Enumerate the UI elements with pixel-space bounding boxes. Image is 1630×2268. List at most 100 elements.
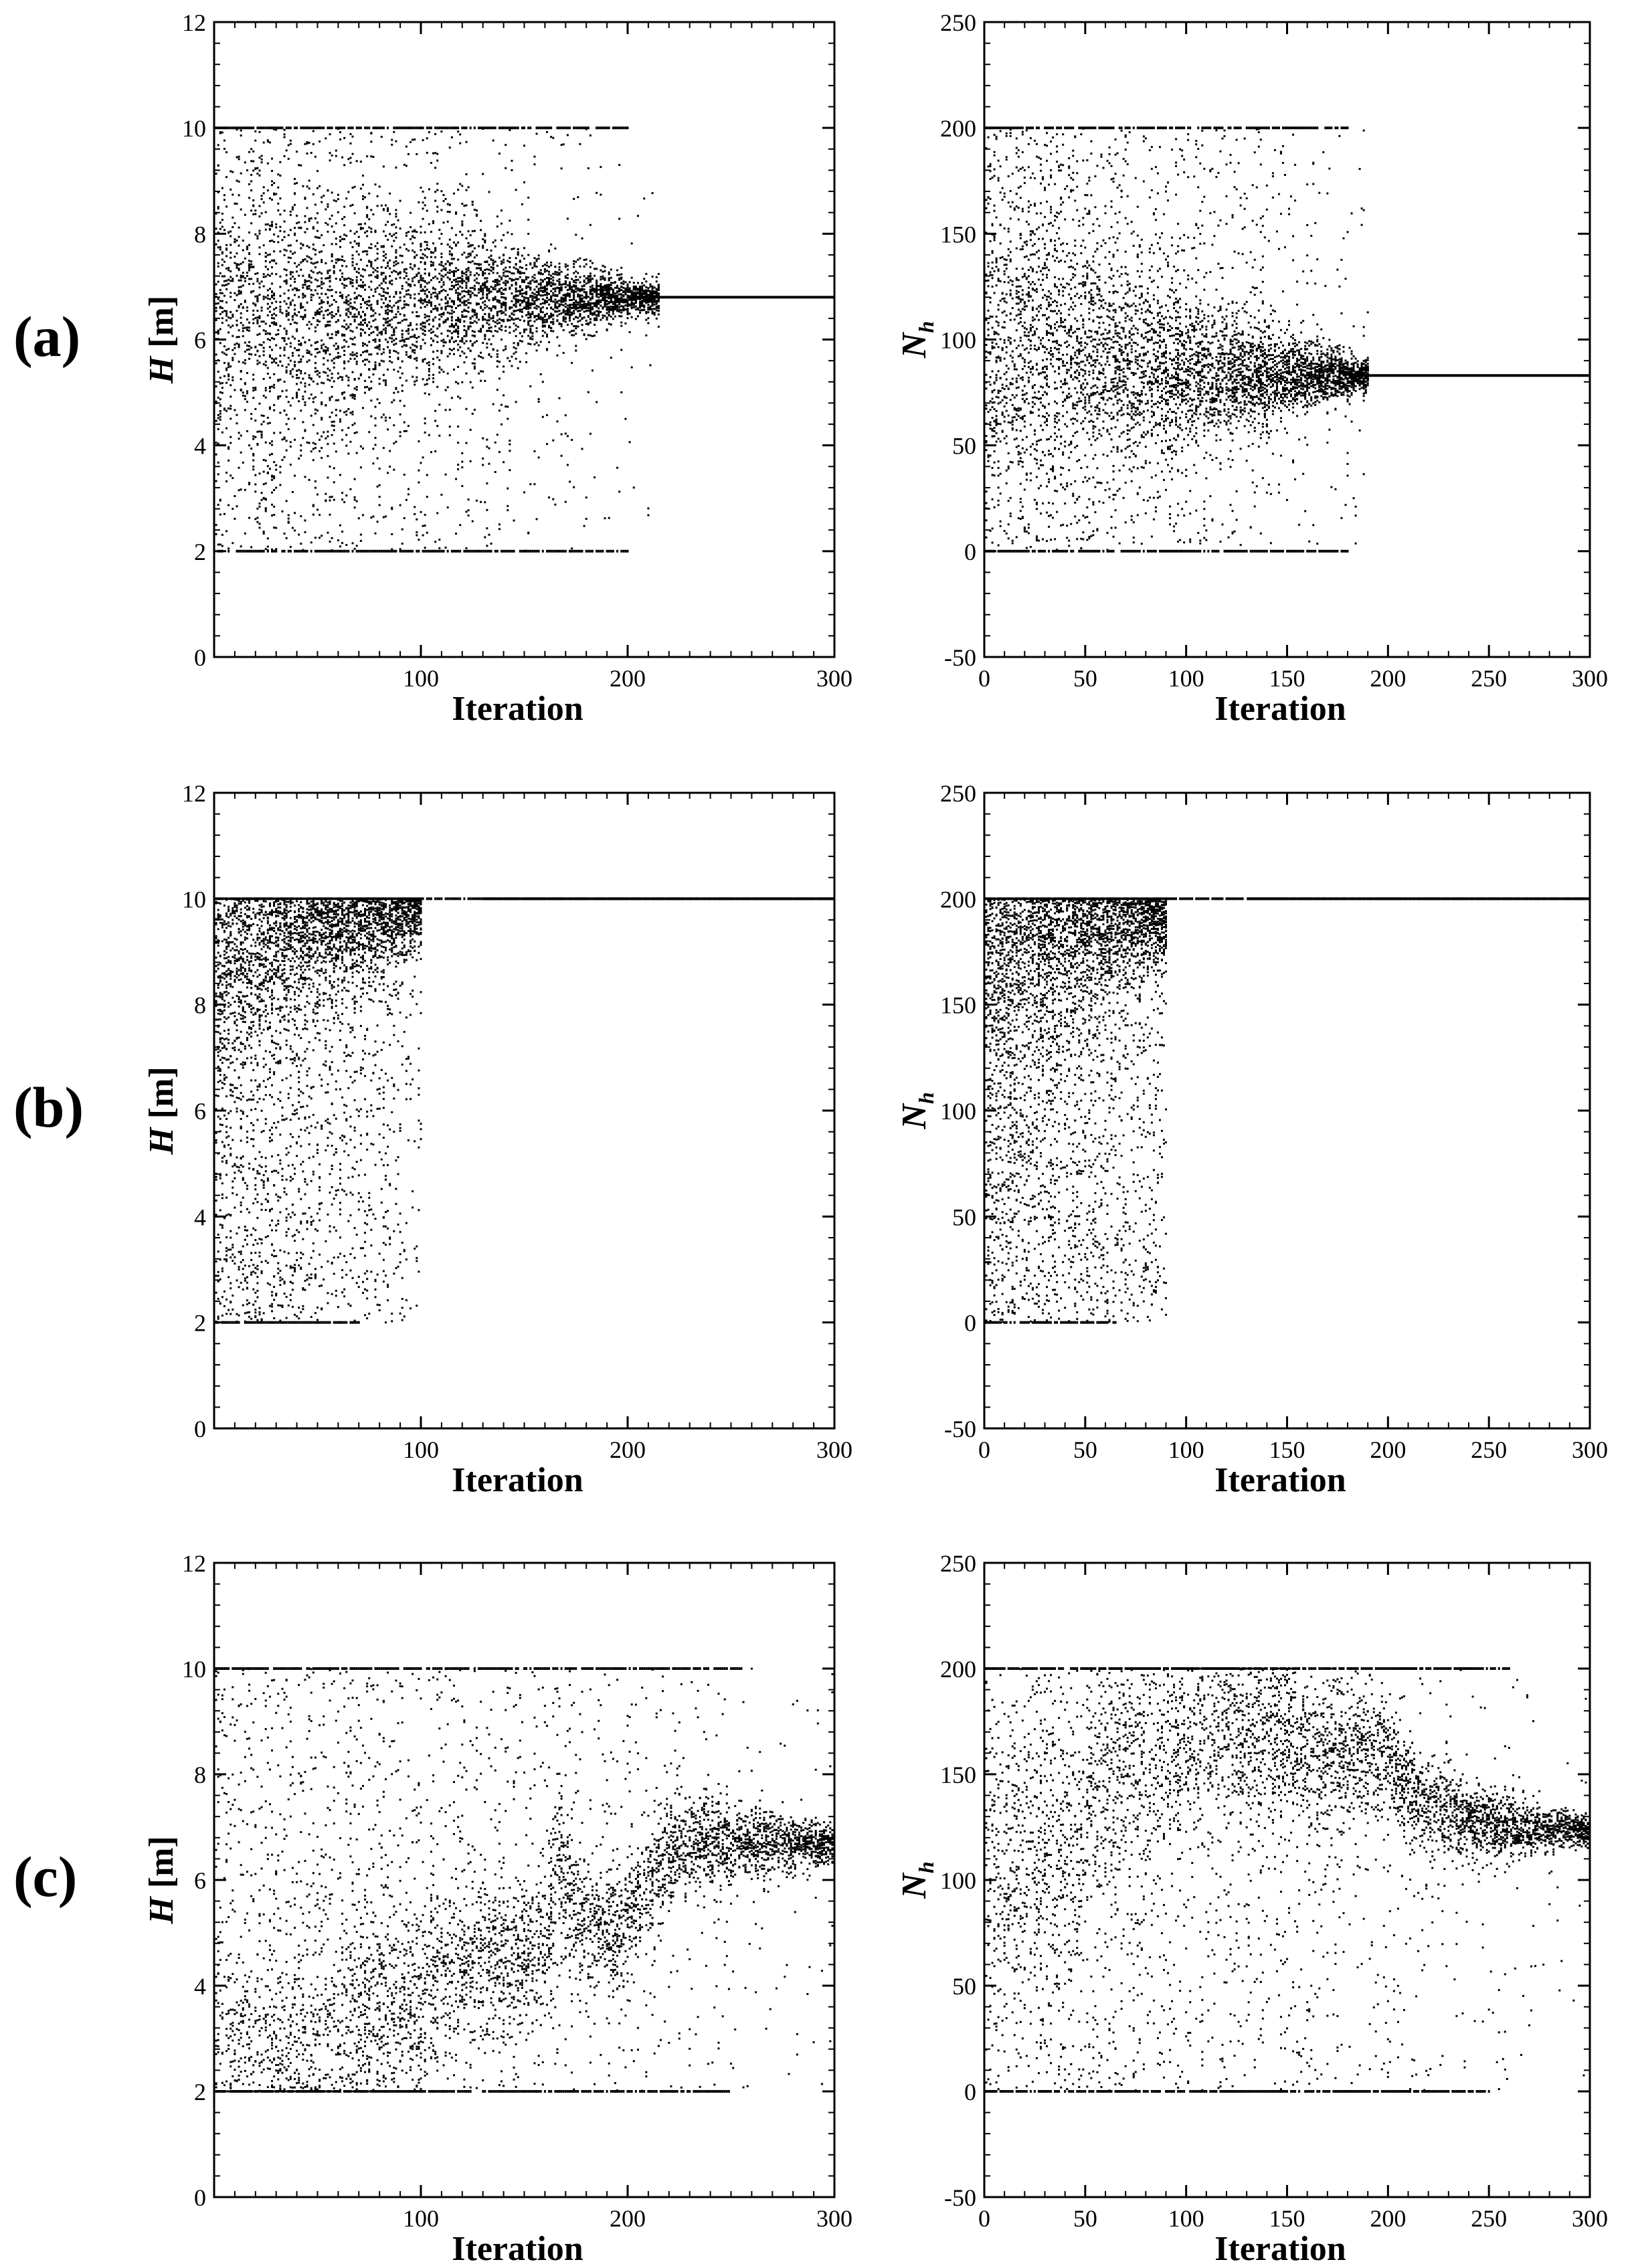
data-point	[596, 306, 598, 308]
data-point	[451, 349, 453, 351]
data-point	[306, 361, 308, 363]
data-point	[252, 213, 254, 215]
data-point	[366, 350, 368, 352]
data-point	[397, 352, 399, 354]
data-point	[370, 227, 372, 229]
data-point	[430, 279, 432, 281]
data-point	[252, 454, 254, 456]
data-point	[656, 280, 658, 282]
data-point	[527, 276, 529, 278]
data-point	[631, 306, 633, 308]
data-point	[494, 330, 496, 332]
data-point	[612, 318, 614, 320]
data-point	[335, 222, 337, 224]
data-point	[296, 289, 298, 291]
data-point	[511, 280, 513, 282]
data-point	[620, 289, 622, 291]
data-point	[447, 305, 449, 307]
data-point	[356, 500, 358, 502]
data-point	[329, 353, 331, 355]
data-point	[345, 410, 347, 412]
data-point	[594, 311, 596, 313]
data-point	[302, 259, 304, 261]
data-point	[434, 296, 436, 298]
data-point	[327, 324, 329, 326]
data-point	[577, 317, 579, 319]
data-point	[602, 276, 604, 278]
data-point	[310, 415, 312, 417]
data-point	[422, 333, 424, 335]
data-point	[592, 312, 594, 314]
data-point	[271, 225, 273, 227]
data-point	[533, 483, 535, 485]
data-point	[484, 307, 486, 309]
data-point	[459, 280, 461, 282]
data-point	[480, 298, 482, 300]
data-point	[527, 343, 529, 345]
data-point	[511, 313, 513, 315]
data-point	[331, 243, 333, 245]
data-point	[577, 196, 579, 198]
data-point	[513, 314, 515, 316]
data-point	[302, 318, 304, 320]
data-point	[377, 248, 379, 250]
data-point	[269, 254, 271, 256]
data-point	[438, 273, 440, 275]
data-point	[248, 269, 250, 271]
data-point	[451, 306, 453, 308]
data-point	[546, 294, 548, 296]
data-point	[405, 330, 408, 332]
data-point	[341, 218, 343, 220]
data-point	[298, 289, 300, 291]
data-point	[395, 291, 397, 293]
data-point	[395, 264, 397, 266]
data-point	[608, 279, 610, 281]
data-point	[321, 261, 323, 263]
data-point	[501, 404, 503, 406]
data-point	[265, 442, 267, 444]
data-point	[658, 288, 660, 290]
data-point	[567, 274, 569, 276]
data-point	[612, 282, 614, 284]
data-point	[294, 475, 296, 477]
data-point	[234, 299, 236, 301]
data-point	[258, 253, 260, 255]
data-point	[405, 248, 408, 250]
data-point	[327, 368, 329, 370]
data-point	[254, 233, 256, 235]
data-point	[325, 278, 327, 280]
data-point	[302, 437, 304, 439]
data-point	[503, 269, 505, 271]
data-point	[333, 425, 335, 427]
data-point	[496, 365, 499, 367]
data-point	[395, 313, 397, 315]
data-point	[302, 244, 304, 246]
data-point	[515, 310, 517, 312]
data-point	[238, 361, 240, 363]
data-point	[449, 272, 451, 274]
data-point	[354, 398, 356, 400]
data-point	[565, 275, 567, 277]
data-point	[492, 320, 494, 322]
data-point	[221, 132, 223, 134]
data-point	[505, 298, 507, 300]
data-point	[360, 228, 362, 230]
data-point	[486, 482, 488, 484]
data-point	[375, 406, 377, 408]
data-point	[573, 260, 575, 262]
data-point	[356, 160, 358, 162]
data-point	[434, 276, 436, 278]
data-point	[523, 331, 525, 333]
data-point	[430, 256, 432, 258]
data-point	[294, 338, 296, 340]
data-point	[221, 545, 223, 547]
data-point	[343, 350, 345, 352]
data-point	[230, 170, 232, 172]
data-point	[440, 253, 442, 255]
data-point	[548, 271, 550, 273]
data-point	[579, 266, 581, 268]
data-point	[420, 277, 422, 279]
data-point	[269, 346, 271, 348]
data-point	[624, 322, 626, 324]
data-point	[440, 275, 442, 277]
